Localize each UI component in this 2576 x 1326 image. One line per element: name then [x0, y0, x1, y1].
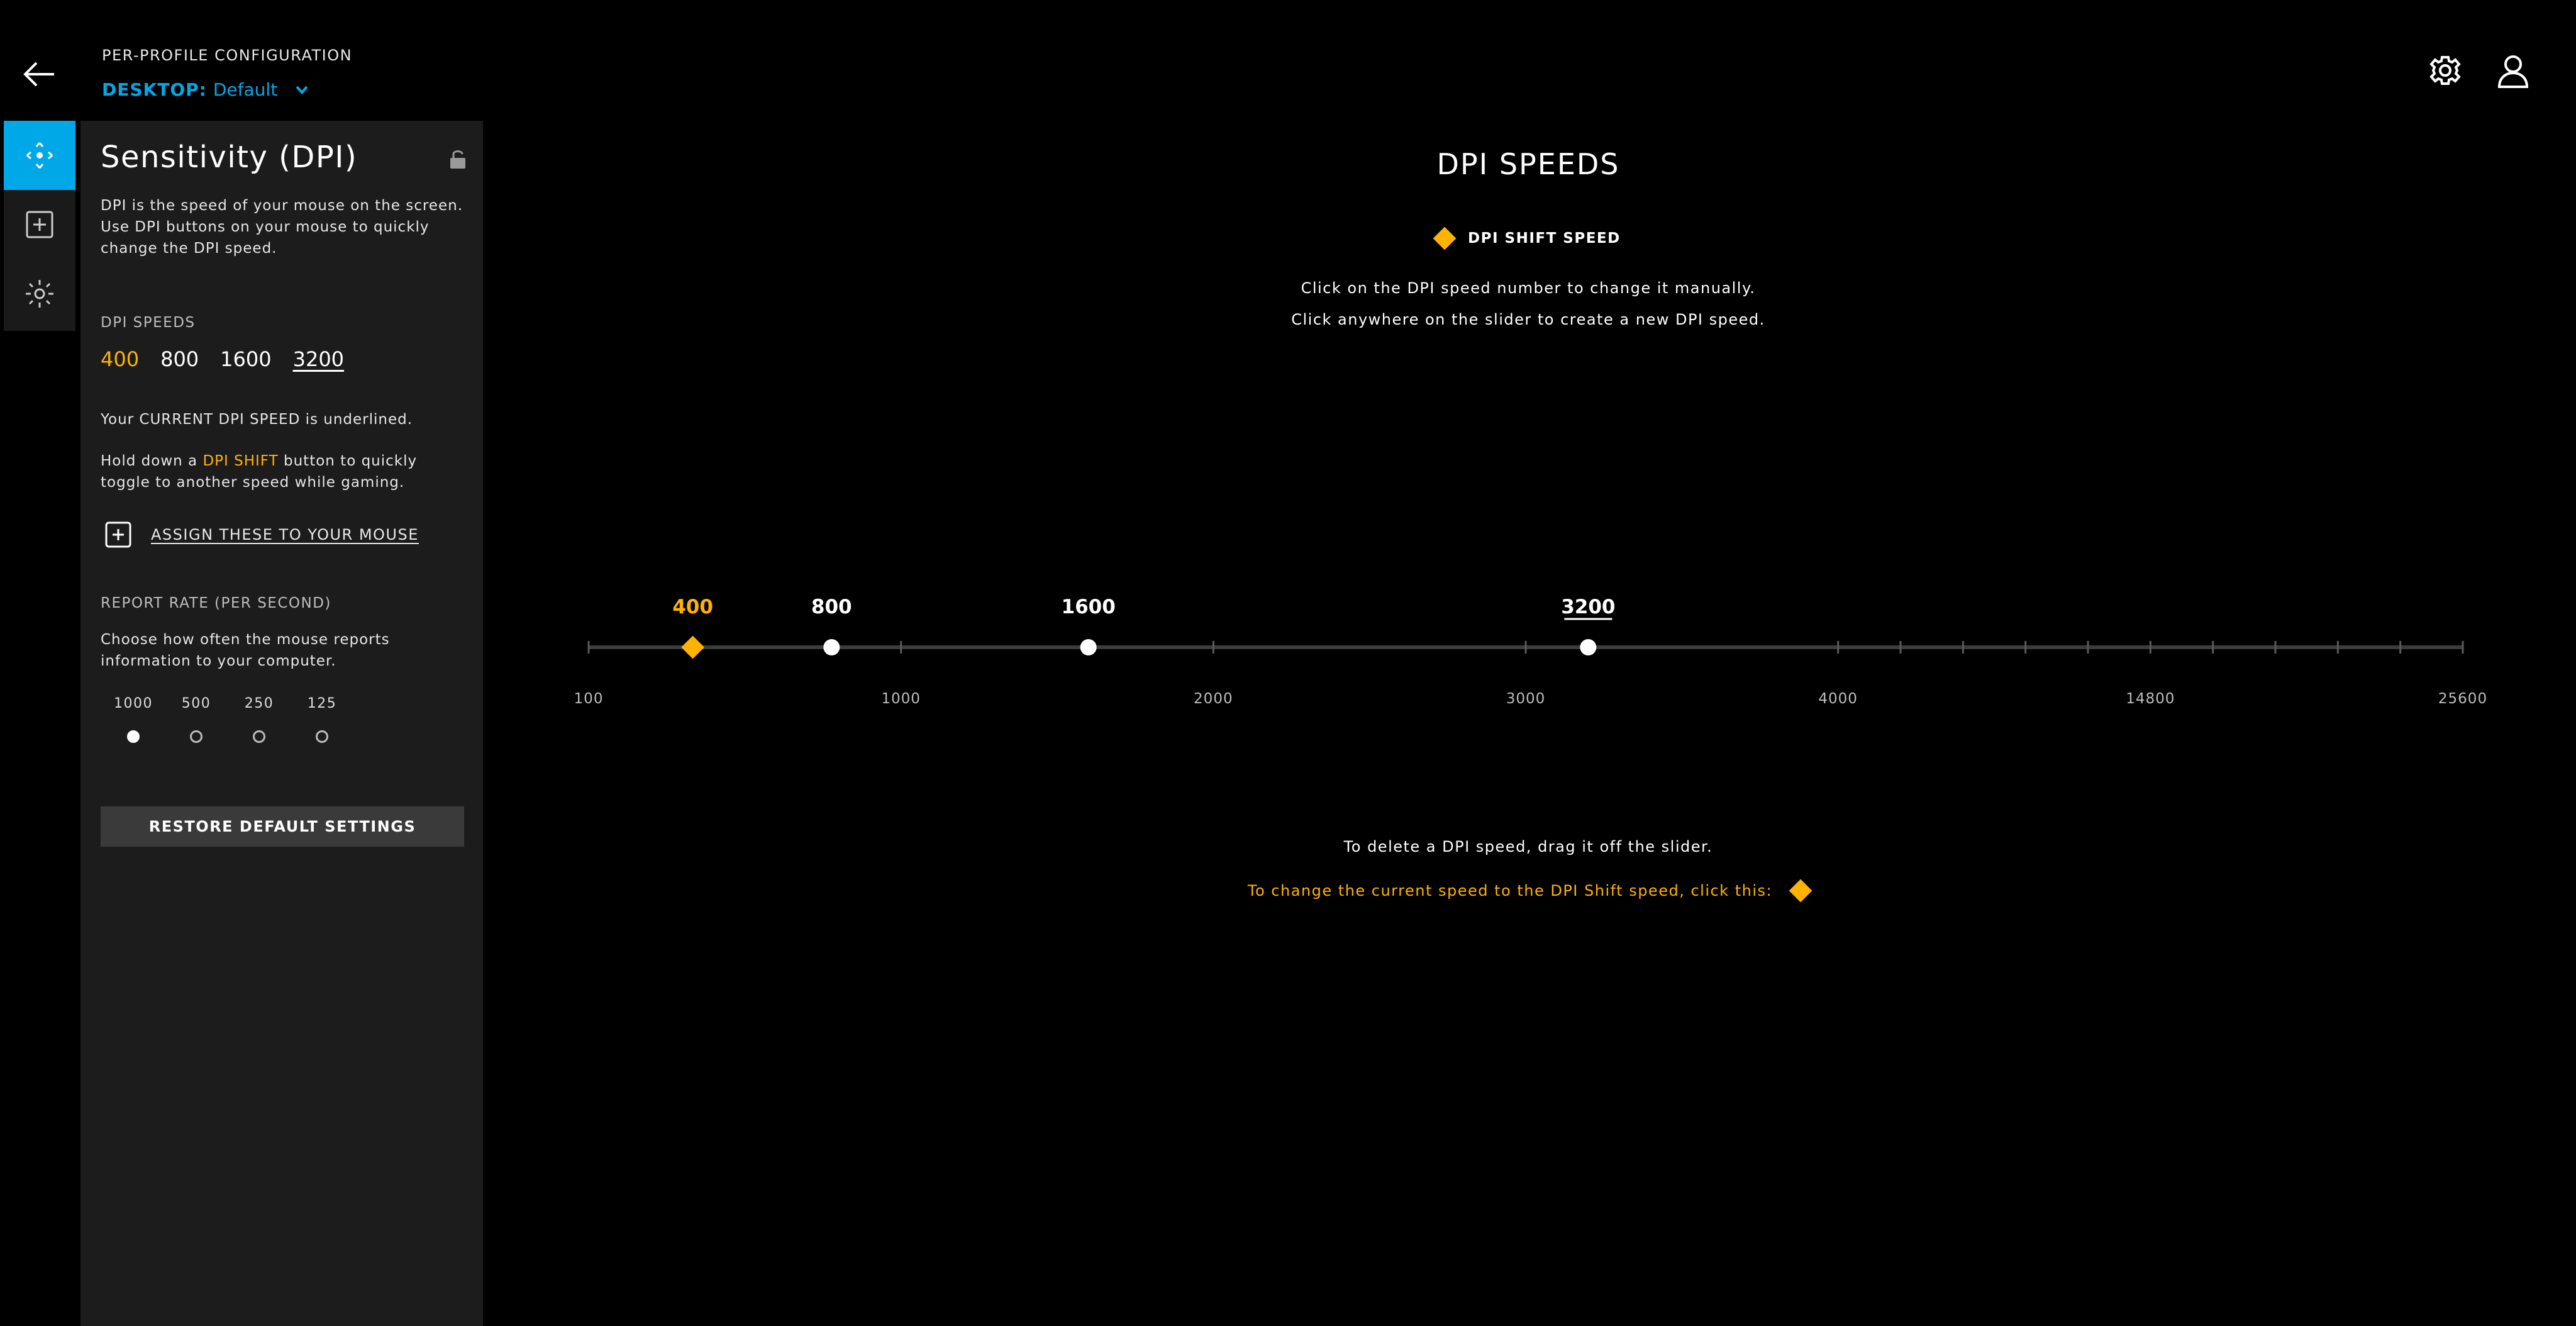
panel-title: Sensitivity (DPI) — [101, 140, 358, 175]
dpi-speed-800[interactable]: 800 — [160, 347, 199, 371]
page-header-title: PER-PROFILE CONFIGURATION — [102, 47, 353, 64]
radio-button[interactable] — [253, 730, 265, 743]
panel-description: DPI is the speed of your mouse on the sc… — [101, 198, 463, 257]
slider-ticks — [587, 641, 2464, 654]
sensitivity-panel: Sensitivity (DPI) DPI is the speed of yo… — [80, 121, 483, 1326]
settings-button[interactable] — [2426, 52, 2464, 89]
dpi-shift-highlight: DPI SHIFT — [203, 453, 279, 469]
report-rate-option-500[interactable]: 500 — [171, 696, 221, 743]
set-shift-speed-diamond-button[interactable] — [1789, 879, 1813, 903]
unlock-icon[interactable] — [449, 148, 467, 170]
assign-to-mouse-link[interactable]: ASSIGN THESE TO YOUR MOUSE — [104, 521, 419, 549]
dpi-point-label[interactable]: 1600 — [1062, 596, 1116, 618]
back-button[interactable] — [21, 59, 57, 89]
slider-axis-label: 14800 — [2126, 691, 2175, 707]
dpi-slider[interactable]: 100 1000 2000 3000 4000 14800 25600 400 800 1600… — [0, 566, 2576, 730]
dpi-point-label[interactable]: 400 — [672, 596, 713, 618]
instruction-create-speed: Click anywhere on the slider to create a… — [1291, 311, 1765, 328]
report-rate-option-1000[interactable]: 1000 — [108, 696, 158, 743]
slider-axis-label: 1000 — [881, 691, 921, 707]
dpi-handle[interactable] — [823, 639, 840, 655]
slider-axis-label: 3000 — [1506, 691, 1546, 707]
radio-button[interactable] — [316, 730, 328, 743]
dpi-speed-3200[interactable]: 3200 — [292, 347, 345, 371]
rail-item-lighting[interactable] — [4, 259, 75, 328]
dpi-handle[interactable] — [1080, 639, 1097, 655]
chevron-down-icon — [296, 86, 308, 94]
profile-value: Default — [213, 79, 278, 100]
dpi-speeds-label: DPI SPEEDS — [101, 315, 196, 331]
current-dpi-note: Your CURRENT DPI SPEED is underlined. — [101, 411, 413, 428]
dpi-shift-note: Hold down a DPI SHIFT button to quickly … — [101, 453, 418, 491]
rail-item-sensitivity[interactable] — [4, 121, 75, 190]
gear-icon — [2429, 56, 2461, 85]
report-rate-option-125[interactable]: 125 — [297, 696, 347, 743]
account-button[interactable] — [2494, 52, 2532, 89]
delete-instruction: To delete a DPI speed, drag it off the s… — [1343, 838, 1713, 855]
dpi-speed-list: 400 800 1600 3200 — [101, 347, 344, 371]
dpi-point-label[interactable]: 800 — [811, 596, 852, 618]
sun-lighting-icon — [26, 280, 53, 308]
arrow-left-icon — [23, 62, 54, 87]
report-rate-description: Choose how often the mouse reports infor… — [101, 632, 390, 669]
dpi-shift-handle[interactable] — [681, 635, 704, 659]
main-title: DPI SPEEDS — [1436, 147, 1620, 181]
restore-default-button[interactable]: RESTORE DEFAULT SETTINGS — [101, 806, 464, 847]
plus-square-icon — [26, 211, 53, 238]
slider-points: 400 800 1600 3200 — [672, 596, 1615, 659]
slider-axis-label: 2000 — [1194, 691, 1233, 707]
move-icon — [26, 142, 53, 169]
slider-axis-labels: 100 1000 2000 3000 4000 14800 25600 — [574, 691, 2487, 707]
report-rate-label: REPORT RATE (PER SECOND) — [101, 595, 331, 611]
dpi-shift-legend-label: DPI SHIFT SPEED — [1468, 230, 1621, 247]
slider-axis-label: 100 — [574, 691, 604, 707]
change-to-shift-text: To change the current speed to the DPI S… — [1247, 882, 1773, 900]
dpi-speed-400[interactable]: 400 — [101, 347, 140, 371]
slider-axis-label: 25600 — [2438, 691, 2487, 707]
assign-label: ASSIGN THESE TO YOUR MOUSE — [151, 526, 419, 543]
dpi-shift-diamond-icon — [1433, 226, 1457, 250]
profile-key: DESKTOP: — [102, 79, 207, 100]
radio-button[interactable] — [190, 730, 203, 743]
plus-square-icon — [105, 521, 131, 548]
user-icon — [2497, 55, 2529, 88]
instruction-manual-edit: Click on the DPI speed number to change … — [1301, 279, 1756, 297]
radio-button-selected[interactable] — [127, 730, 140, 743]
left-nav-rail — [4, 121, 75, 331]
change-to-shift-row: To change the current speed to the DPI S… — [1195, 879, 1862, 903]
dpi-point-label[interactable]: 3200 — [1561, 596, 1615, 618]
report-rate-option-250[interactable]: 250 — [234, 696, 284, 743]
profile-selector[interactable]: DESKTOP: Default — [102, 79, 311, 100]
slider-axis-label: 4000 — [1818, 691, 1858, 707]
dpi-shift-legend: DPI SHIFT SPEED — [1433, 226, 1621, 250]
rail-item-assignments[interactable] — [4, 190, 75, 259]
dpi-speed-1600[interactable]: 1600 — [220, 347, 272, 371]
dpi-handle[interactable] — [1580, 639, 1597, 655]
